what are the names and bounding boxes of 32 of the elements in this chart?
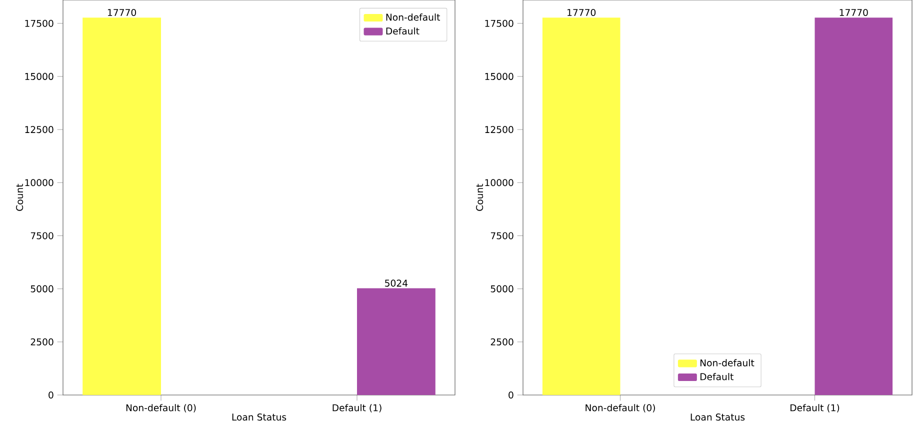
y-tick-label: 12500 <box>485 126 514 134</box>
data-label: 17770 <box>840 8 868 16</box>
y-tick-label: 0 <box>508 391 514 399</box>
legend-label: Non-default <box>700 359 754 366</box>
y-tick-label: 17500 <box>485 20 514 27</box>
y-tick-label: 12500 <box>25 126 54 134</box>
y-tick-label: 5000 <box>490 285 514 292</box>
y-tick-label: 17500 <box>25 20 54 27</box>
y-tick-label: 7500 <box>490 232 514 240</box>
data-label: 17770 <box>568 8 596 16</box>
data-label: 17770 <box>108 8 136 16</box>
y-axis-title: Count <box>16 184 24 211</box>
y-tick-label: 2500 <box>490 338 514 346</box>
x-tick-label: Default (1) <box>790 404 840 412</box>
y-tick-label: 0 <box>48 391 54 399</box>
y-tick-label: 15000 <box>25 72 54 80</box>
x-tick-label: Default (1) <box>332 404 382 412</box>
x-axis-title: Loan Status <box>232 414 286 421</box>
x-axis-title: Loan Status <box>690 414 745 421</box>
y-tick-label: 5000 <box>30 285 54 292</box>
y-tick-label: 15000 <box>485 72 514 80</box>
y-tick-label: 10000 <box>485 179 514 186</box>
legend-label: Non-default <box>386 14 440 21</box>
y-tick-label: 2500 <box>30 338 54 346</box>
y-tick-label: 7500 <box>30 232 54 240</box>
x-tick-label: Non-default (0) <box>586 404 655 412</box>
x-tick-label: Non-default (0) <box>126 404 196 412</box>
legend-label: Default <box>386 27 420 35</box>
y-axis-title: Count <box>476 184 484 211</box>
data-label: 5024 <box>385 280 408 287</box>
y-tick-label: 10000 <box>25 179 54 186</box>
legend-label: Default <box>700 373 734 380</box>
